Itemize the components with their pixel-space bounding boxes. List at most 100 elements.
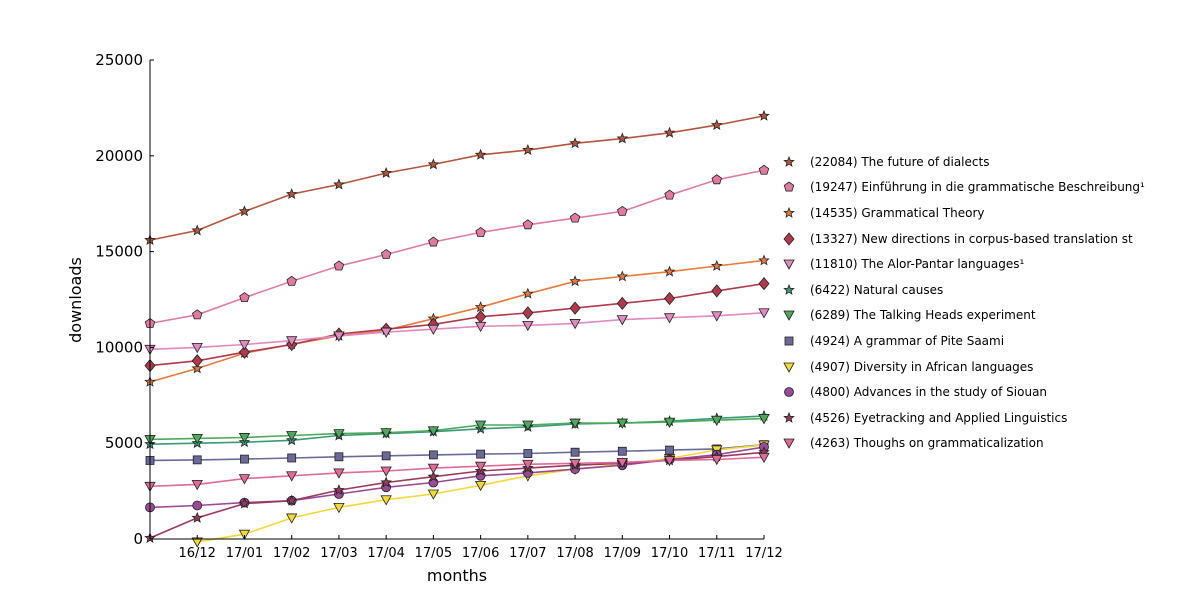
data-point-s2-9 <box>522 219 534 230</box>
legend-item: (4263) Thoughs on grammaticalization <box>778 431 1198 457</box>
data-point-s1-5 <box>333 178 345 190</box>
data-point-s11-2 <box>191 511 204 523</box>
data-point-s7-2 <box>191 434 203 445</box>
series-line-4 <box>149 282 765 367</box>
data-point-s12-14 <box>758 452 770 464</box>
data-point-s2-2 <box>192 309 203 320</box>
data-point-s8-5 <box>334 452 344 462</box>
x-tick-label: 17/01 <box>226 546 263 561</box>
data-point-s2-12 <box>664 189 675 200</box>
legend-marker-icon <box>783 181 795 192</box>
data-point-s9-3 <box>238 529 251 541</box>
legend-label: (19247) Einführung in die grammatische B… <box>810 180 1145 195</box>
data-point-s9-5 <box>333 502 345 514</box>
data-point-s8-3 <box>240 454 249 464</box>
data-point-s12-5 <box>333 468 345 479</box>
data-point-s2-5 <box>333 260 345 271</box>
legend-item: (22084) The future of dialects <box>778 149 1198 175</box>
data-point-s8-7 <box>428 450 438 460</box>
data-point-s1-3 <box>238 205 251 217</box>
data-point-s5-2 <box>191 342 203 354</box>
legend-marker-icon <box>783 310 795 322</box>
data-point-s8-8 <box>476 449 486 459</box>
x-tick-label: 17/08 <box>556 546 593 561</box>
data-point-s2-4 <box>286 275 297 286</box>
legend-marker-6 <box>783 283 795 295</box>
data-point-s12-6 <box>380 466 392 477</box>
data-point-s8-10 <box>570 447 580 457</box>
data-point-s9-8 <box>474 480 487 492</box>
series-line-7 <box>149 417 765 441</box>
series-line-12 <box>149 456 765 488</box>
x-tick-label: 17/06 <box>462 546 499 561</box>
data-point-s12-13 <box>711 455 723 466</box>
data-point-s1-12 <box>663 126 676 138</box>
data-point-s3-11 <box>616 270 629 282</box>
data-point-s12-7 <box>427 463 440 474</box>
x-axis-title: months <box>427 566 487 585</box>
data-point-s12-12 <box>663 456 676 467</box>
series-line-1 <box>149 115 765 241</box>
data-point-s4-2 <box>191 354 203 368</box>
data-point-s3-8 <box>474 301 487 313</box>
legend-item: (19247) Einführung in die grammatische B… <box>778 175 1198 201</box>
legend-item: (14535) Grammatical Theory <box>778 200 1198 226</box>
data-point-s11-3 <box>238 497 251 509</box>
data-point-s7-14 <box>758 414 770 425</box>
data-point-s11-7 <box>427 470 440 482</box>
data-point-s4-13 <box>711 284 723 298</box>
data-point-s2-10 <box>569 212 581 223</box>
legend-marker-icon <box>783 155 795 167</box>
data-point-s3-13 <box>710 259 723 271</box>
data-point-s5-4 <box>286 336 298 347</box>
legend-label: (14535) Grammatical Theory <box>810 205 985 220</box>
legend-marker-5 <box>783 259 795 270</box>
data-point-s5-3 <box>238 340 251 351</box>
x-tick-label: 17/11 <box>698 546 735 561</box>
axes: 0 5000 10000 15000 20000 25000 16/12 17/01 17/02… <box>95 51 782 561</box>
data-point-s5-12 <box>663 313 676 324</box>
data-point-s12-11 <box>616 457 628 469</box>
legend-item: (4800) Advances in the study of Siouan <box>778 379 1198 405</box>
data-point-s12-10 <box>569 458 581 470</box>
legend-marker-icon <box>783 362 795 373</box>
legend-item: (6289) The Talking Heads experiment <box>778 303 1198 329</box>
y-tick-label: 15000 <box>95 243 143 261</box>
legend-marker-icon <box>783 411 795 423</box>
legend-marker-9 <box>783 362 795 373</box>
data-point-s8-11 <box>617 446 627 456</box>
data-point-s5-10 <box>569 319 581 330</box>
data-point-s3-10 <box>569 275 581 287</box>
data-point-s2-7 <box>428 236 439 247</box>
data-point-s7-10 <box>569 418 581 429</box>
legend-item: (11810) The Alor-Pantar languages¹ <box>778 251 1198 277</box>
data-point-s7-6 <box>380 428 392 439</box>
legend-label: (11810) The Alor-Pantar languages¹ <box>810 257 1025 272</box>
data-point-s7-8 <box>474 420 487 431</box>
x-tick-label: 17/03 <box>320 546 357 561</box>
y-tick-label: 20000 <box>95 147 143 165</box>
legend-item: (4526) Eyetracking and Applied Linguisti… <box>778 405 1198 431</box>
data-point-s1-6 <box>380 166 392 178</box>
data-point-s7-9 <box>522 420 534 431</box>
legend-marker-icon <box>783 206 795 218</box>
series-line-8 <box>149 443 765 462</box>
data-point-s4-12 <box>664 291 676 306</box>
legend-marker-11 <box>783 411 795 423</box>
data-point-s8-12 <box>665 445 674 455</box>
legend-marker-icon <box>784 387 794 398</box>
legend-item: (6422) Natural causes <box>778 277 1198 303</box>
x-tick-label: 17/10 <box>651 546 688 561</box>
x-tick-label: 17/09 <box>604 546 641 561</box>
data-point-s8-2 <box>192 455 202 465</box>
data-point-s5-14 <box>758 308 770 319</box>
data-point-s12-9 <box>522 459 534 471</box>
legend-label: (4800) Advances in the study of Siouan <box>810 385 1048 400</box>
data-point-s1-9 <box>522 143 534 155</box>
legend-marker-12 <box>783 438 795 450</box>
data-point-s3-9 <box>522 287 534 299</box>
data-point-s7-11 <box>616 418 628 429</box>
data-point-s3-2 <box>191 362 204 374</box>
legend-item: (4907) Diversity in African languages <box>778 354 1198 380</box>
data-point-s5-5 <box>333 331 345 342</box>
